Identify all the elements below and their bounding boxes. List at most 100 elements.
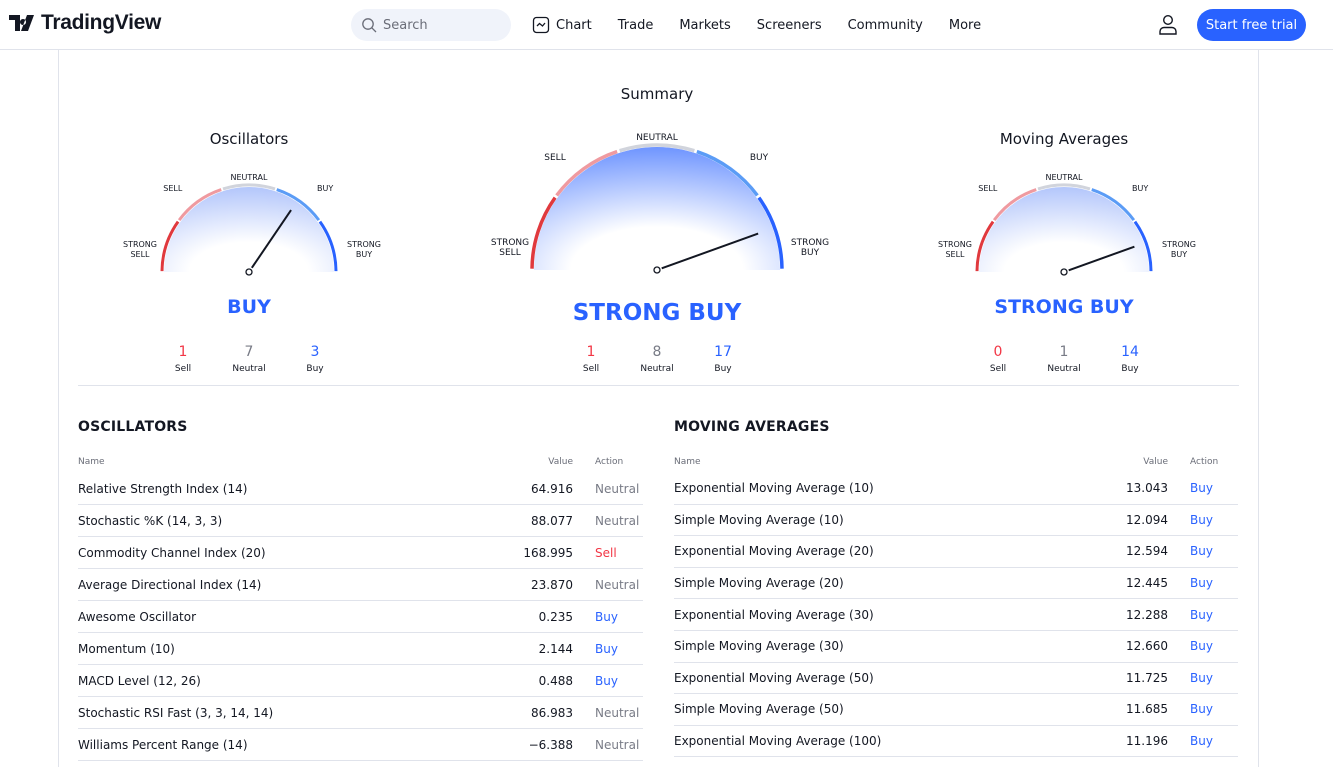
label-line: STRONG xyxy=(122,240,157,249)
table-title: MOVING AVERAGES xyxy=(674,419,830,435)
indicator-name[interactable]: Exponential Moving Average (10) xyxy=(674,481,874,496)
table-row: Stochastic %K (14, 3, 3) 88.077 Neutral xyxy=(78,505,643,537)
search-input[interactable]: Search xyxy=(351,9,511,41)
indicator-name[interactable]: Average Directional Index (14) xyxy=(78,577,262,592)
gauge-label-strong-sell: STRONG SELL xyxy=(932,240,978,260)
indicator-name[interactable]: Commodity Channel Index (20) xyxy=(78,545,266,560)
gauge-label-buy: BUY xyxy=(749,152,769,163)
gauge-label-neutral: NEUTRAL xyxy=(1045,173,1083,182)
indicator-value: 23.870 xyxy=(531,577,573,592)
count-value: 8 xyxy=(652,344,662,360)
count-label: Sell xyxy=(582,364,600,374)
oscillators-gauge-title: Oscillators xyxy=(209,130,289,148)
start-free-trial-button[interactable]: Start free trial xyxy=(1197,9,1306,41)
gauge-label-sell: SELL xyxy=(544,152,566,163)
gauge-segment-sell xyxy=(555,149,618,197)
count-neutral: 7 Neutral xyxy=(224,344,274,374)
indicator-action: Sell xyxy=(595,545,617,560)
table-row: Simple Moving Average (50) 11.685 Buy xyxy=(674,694,1238,726)
gauge-label-sell: SELL xyxy=(978,184,998,194)
gauge-needle xyxy=(1068,245,1135,272)
indicator-action: Neutral xyxy=(595,705,640,720)
count-sell: 0 Sell xyxy=(973,344,1023,374)
indicator-action: Buy xyxy=(1190,512,1213,527)
indicator-action: Neutral xyxy=(595,737,640,752)
indicator-action: Buy xyxy=(1190,670,1213,685)
indicator-name[interactable]: Exponential Moving Average (50) xyxy=(674,670,874,685)
search-placeholder: Search xyxy=(383,17,428,33)
col-value: Value xyxy=(548,457,573,467)
indicator-name[interactable]: Williams Percent Range (14) xyxy=(78,737,248,752)
table-row: Stochastic RSI Fast (3, 3, 14, 14) 86.983… xyxy=(78,697,643,729)
indicator-value: 11.685 xyxy=(1126,702,1168,717)
gauge-segment-sell xyxy=(177,188,222,222)
summary-gauge-title: Summary xyxy=(620,85,694,103)
label-line: BUY xyxy=(800,248,820,258)
indicator-name[interactable]: Exponential Moving Average (30) xyxy=(674,607,874,622)
indicator-name[interactable]: Awesome Oscillator xyxy=(78,609,197,624)
indicator-value: 12.660 xyxy=(1126,639,1168,654)
gauge-label-sell: SELL xyxy=(163,184,183,194)
count-label: Sell xyxy=(174,364,192,374)
label-line: STRONG xyxy=(490,238,530,248)
indicator-name[interactable]: Simple Moving Average (20) xyxy=(674,576,844,591)
oscillators-table: OSCILLATORS Name Value Action Relative Stre… xyxy=(78,419,643,761)
table-row: Momentum (10) 2.144 Buy xyxy=(78,633,643,665)
count-label: Buy xyxy=(306,364,324,374)
indicator-action: Buy xyxy=(595,609,618,624)
indicator-name[interactable]: Simple Moving Average (10) xyxy=(674,512,844,527)
nav-community[interactable]: Community xyxy=(847,17,923,33)
indicator-value: 11.725 xyxy=(1126,670,1168,685)
gauge-needle xyxy=(661,232,759,270)
nav-chart[interactable]: Chart xyxy=(532,16,592,34)
label-line: BUY xyxy=(1170,250,1188,259)
indicator-value: 64.916 xyxy=(531,481,573,496)
table-row: Exponential Moving Average (30) 12.288 Buy xyxy=(674,599,1238,631)
indicator-name[interactable]: MACD Level (12, 26) xyxy=(78,673,201,688)
gauge-segment-neutral xyxy=(222,183,276,191)
gauge-fill xyxy=(164,187,334,272)
count-value: 1 xyxy=(586,344,596,360)
indicator-value: 12.594 xyxy=(1126,544,1168,559)
table-row: MACD Level (12, 26) 0.488 Buy xyxy=(78,665,643,697)
nav-screeners[interactable]: Screeners xyxy=(756,17,822,33)
indicator-name[interactable]: Stochastic %K (14, 3, 3) xyxy=(78,513,223,528)
gauge-segment-strong_sell xyxy=(530,196,557,269)
col-name: Name xyxy=(78,457,105,467)
user-icon[interactable] xyxy=(1158,14,1178,36)
indicator-name[interactable]: Simple Moving Average (30) xyxy=(674,639,844,654)
table-row: Exponential Moving Average (100) 11.196 Bu… xyxy=(674,726,1238,758)
nav-markets[interactable]: Markets xyxy=(679,17,731,33)
gauge-segment-strong_sell xyxy=(975,220,995,272)
indicator-value: 88.077 xyxy=(531,513,573,528)
gauge-fill xyxy=(979,187,1149,272)
gauge-hub xyxy=(653,266,661,274)
gauge-segment-strong_buy xyxy=(318,220,338,272)
indicator-name[interactable]: Relative Strength Index (14) xyxy=(78,481,248,496)
indicator-name[interactable]: Momentum (10) xyxy=(78,641,175,656)
indicator-action: Buy xyxy=(1190,702,1213,717)
table-row: Relative Strength Index (14) 64.916 Neutra… xyxy=(78,473,643,505)
nav-more[interactable]: More xyxy=(948,17,982,33)
table-row: Simple Moving Average (10) 12.094 Buy xyxy=(674,505,1238,537)
table-row: Awesome Oscillator 0.235 Buy xyxy=(78,601,643,633)
label-line: BUY xyxy=(355,250,373,259)
gauge-label-strong-buy: STRONG BUY xyxy=(341,240,387,260)
divider xyxy=(78,385,1239,386)
indicator-name[interactable]: Simple Moving Average (50) xyxy=(674,702,844,717)
tradingview-logo[interactable]: TradingView xyxy=(9,11,161,35)
table-row: Simple Moving Average (30) 12.660 Buy xyxy=(674,631,1238,663)
col-value: Value xyxy=(1143,457,1168,467)
oscillators-verdict: BUY xyxy=(227,296,271,318)
top-header: TradingView Search Chart Trade Markets S… xyxy=(0,0,1333,50)
indicator-name[interactable]: Stochastic RSI Fast (3, 3, 14, 14) xyxy=(78,705,274,720)
col-action: Action xyxy=(1190,457,1219,467)
indicator-value: 0.235 xyxy=(538,609,573,624)
nav-trade[interactable]: Trade xyxy=(617,17,654,33)
summary-verdict: STRONG BUY xyxy=(572,300,742,326)
indicator-action: Buy xyxy=(1190,639,1213,654)
table-row: Exponential Moving Average (10) 13.043 Buy xyxy=(674,473,1238,505)
table-row: Williams Percent Range (14) −6.388 Neutral xyxy=(78,729,643,761)
indicator-name[interactable]: Exponential Moving Average (20) xyxy=(674,544,874,559)
indicator-name[interactable]: Exponential Moving Average (100) xyxy=(674,734,882,749)
